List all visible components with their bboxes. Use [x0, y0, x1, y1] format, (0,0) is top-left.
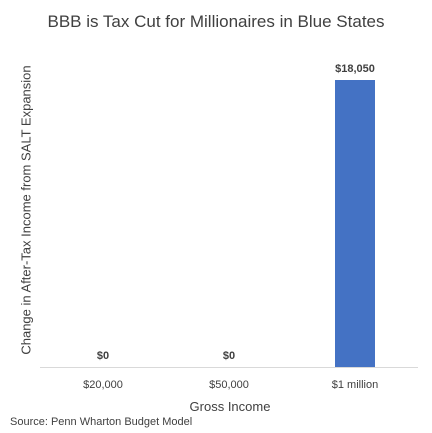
- data-label: $0: [223, 350, 235, 362]
- x-tick-label: $50,000: [209, 379, 249, 391]
- source-note: Source: Penn Wharton Budget Model: [10, 416, 193, 428]
- bar: [335, 80, 375, 367]
- x-tick-label: $1 million: [332, 379, 378, 391]
- data-label: $18,050: [335, 63, 375, 75]
- x-axis-label: Gross Income: [189, 399, 271, 414]
- data-label: $0: [97, 350, 109, 362]
- chart-title: BBB is Tax Cut for Millionaires in Blue …: [47, 12, 385, 31]
- x-tick-label: $20,000: [83, 379, 123, 391]
